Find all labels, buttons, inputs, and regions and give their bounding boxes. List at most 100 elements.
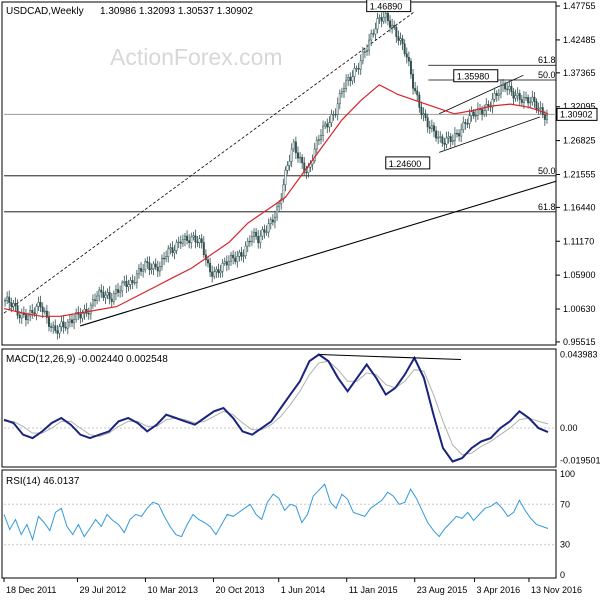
pivot-label: 1.24600: [389, 159, 422, 169]
candle-body: [543, 114, 546, 120]
candle-body: [73, 318, 76, 324]
candle-body: [439, 136, 442, 138]
candle-body: [10, 302, 13, 307]
candle-body: [152, 263, 155, 270]
candle-body: [334, 113, 337, 116]
candle-body: [374, 28, 377, 35]
candle-body: [384, 13, 387, 18]
candle-body: [94, 299, 96, 301]
candle-body: [110, 298, 113, 302]
candle-body: [60, 321, 63, 328]
candle-body: [119, 290, 122, 293]
candle-body: [6, 296, 9, 301]
candle-body: [43, 310, 46, 313]
candle-body: [269, 219, 272, 224]
candle-body: [100, 289, 103, 293]
candle-body: [322, 125, 325, 136]
candle-body: [79, 313, 82, 319]
candle-body: [255, 231, 258, 237]
candle-body: [483, 110, 486, 115]
candle-body: [50, 326, 53, 328]
candle-body: [125, 281, 128, 287]
fib-level-label: 61.8: [538, 202, 556, 212]
candle-body: [106, 292, 109, 296]
time-axis-label: 23 Aug 2015: [417, 585, 468, 595]
macd-trendline: [319, 354, 461, 361]
candle-body: [200, 238, 203, 243]
candle-body: [37, 301, 40, 307]
candle-body: [175, 242, 178, 251]
candle-body: [366, 49, 368, 53]
candle-body: [481, 109, 484, 115]
candle-body: [518, 93, 521, 100]
candle-body: [24, 314, 27, 321]
time-axis: 18 Dec 2011 29 Jul 2012 10 Mar 2013 20 Oct …: [3, 578, 582, 595]
rsi-axis-label: 0: [560, 570, 565, 580]
time-axis-label: 18 Dec 2011: [6, 585, 56, 595]
candle-body: [495, 93, 498, 96]
time-axis-label: 1 Jun 2014: [281, 585, 326, 595]
candle-body: [4, 299, 7, 302]
candle-body: [71, 319, 73, 324]
candle-body: [405, 53, 408, 58]
macd-axis-label: 0.00: [560, 423, 578, 433]
candle-body: [29, 310, 32, 317]
candle-body: [209, 262, 212, 273]
candle-body: [407, 57, 410, 62]
candle-body: [238, 252, 241, 257]
pivot-label: 1.35980: [457, 72, 490, 82]
candle-body: [215, 269, 218, 272]
candle-body: [420, 107, 423, 116]
candle-body: [522, 97, 525, 103]
candle-body: [194, 235, 197, 243]
candle-body: [236, 256, 239, 262]
candle-body: [493, 93, 496, 100]
fib-level-label: 50.0: [538, 70, 556, 80]
candle-body: [531, 96, 534, 103]
candle-body: [441, 136, 444, 144]
candle-body: [198, 238, 201, 244]
time-axis-label: 11 Jan 2015: [349, 585, 398, 595]
candle-body: [447, 136, 450, 139]
candle-body: [460, 129, 463, 137]
price-axis-label: 1.26825: [563, 136, 596, 146]
candle-body: [16, 305, 19, 316]
candle-body: [56, 330, 59, 334]
price-axis-label: 1.37365: [563, 68, 596, 78]
candle-body: [87, 313, 90, 315]
candle-body: [45, 310, 48, 318]
candle-body: [265, 231, 268, 234]
candle-body: [117, 289, 120, 293]
candle-body: [225, 261, 228, 266]
candle-body: [121, 282, 124, 292]
candle-body: [230, 254, 232, 262]
candle-body: [403, 43, 406, 55]
pivot-label: 1.46890: [370, 2, 403, 12]
ohlc-readout: 1.30986 1.32093 1.30537 1.30902: [100, 6, 253, 17]
candle-body: [537, 108, 540, 110]
candle-body: [154, 263, 157, 268]
candle-body: [430, 125, 433, 129]
candle-body: [112, 293, 115, 302]
candle-body: [104, 294, 107, 298]
candle-body: [368, 39, 371, 51]
candle-body: [432, 125, 435, 132]
candle-body: [506, 88, 509, 91]
candle-body: [317, 139, 320, 141]
candle-body: [294, 141, 297, 154]
candle-body: [340, 91, 343, 94]
candle-body: [345, 79, 348, 89]
candle-body: [326, 123, 329, 128]
candle-body: [188, 240, 191, 244]
price-panel-frame: [1, 1, 557, 346]
candle-body: [458, 133, 461, 137]
price-panel: ActionForex.com USDCAD,Weekly 1.30986 1.…: [1, 0, 598, 347]
candle-body: [227, 260, 230, 266]
candle-body: [196, 241, 199, 244]
candle-body: [472, 111, 475, 117]
candle-body: [83, 309, 86, 314]
candle-body: [409, 60, 412, 75]
time-axis-label: 20 Oct 2013: [215, 585, 264, 595]
candle-body: [39, 301, 42, 308]
candle-body: [282, 184, 285, 200]
